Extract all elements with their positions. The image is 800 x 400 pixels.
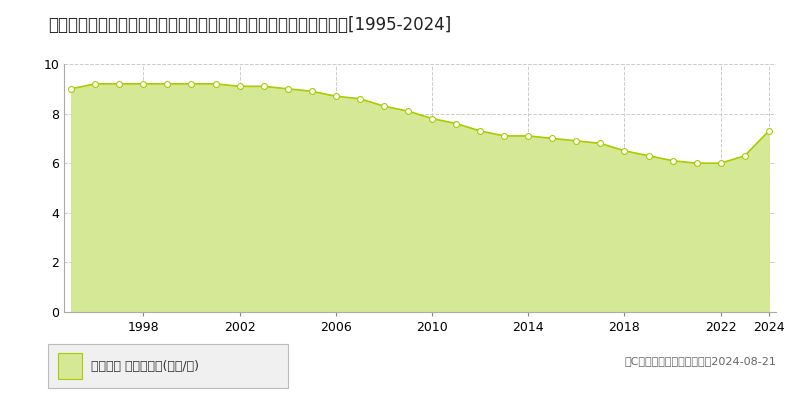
Point [65, 86, 78, 92]
Point [306, 88, 318, 94]
Point [282, 86, 294, 92]
Point [137, 81, 150, 87]
Point [474, 128, 486, 134]
Point [113, 81, 126, 87]
Point [594, 140, 607, 146]
Point [161, 81, 174, 87]
Point [690, 160, 703, 166]
Text: 北海道中川郡幕別町札内中央町３３０番１７　地価公示　地価推移[1995-2024]: 北海道中川郡幕別町札内中央町３３０番１７ 地価公示 地価推移[1995-2024… [48, 16, 451, 34]
Point [570, 138, 582, 144]
Point [738, 152, 751, 159]
Text: 地価公示 平均坪単価(万円/坪): 地価公示 平均坪単価(万円/坪) [91, 360, 199, 372]
Point [402, 108, 414, 114]
Point [258, 83, 270, 90]
Bar [58, 353, 82, 379]
Text: （C）土地価格ドットコム　2024-08-21: （C）土地価格ドットコム 2024-08-21 [624, 356, 776, 366]
Point [450, 120, 462, 127]
Point [762, 128, 775, 134]
Point [642, 152, 655, 159]
Point [330, 93, 342, 100]
Point [89, 81, 102, 87]
Point [426, 115, 438, 122]
Point [498, 133, 510, 139]
Point [185, 81, 198, 87]
Point [354, 96, 366, 102]
Point [666, 158, 679, 164]
Point [378, 103, 390, 109]
Point [233, 83, 246, 90]
Point [714, 160, 727, 166]
Point [618, 148, 631, 154]
Point [209, 81, 222, 87]
Point [546, 135, 558, 142]
Point [522, 133, 534, 139]
